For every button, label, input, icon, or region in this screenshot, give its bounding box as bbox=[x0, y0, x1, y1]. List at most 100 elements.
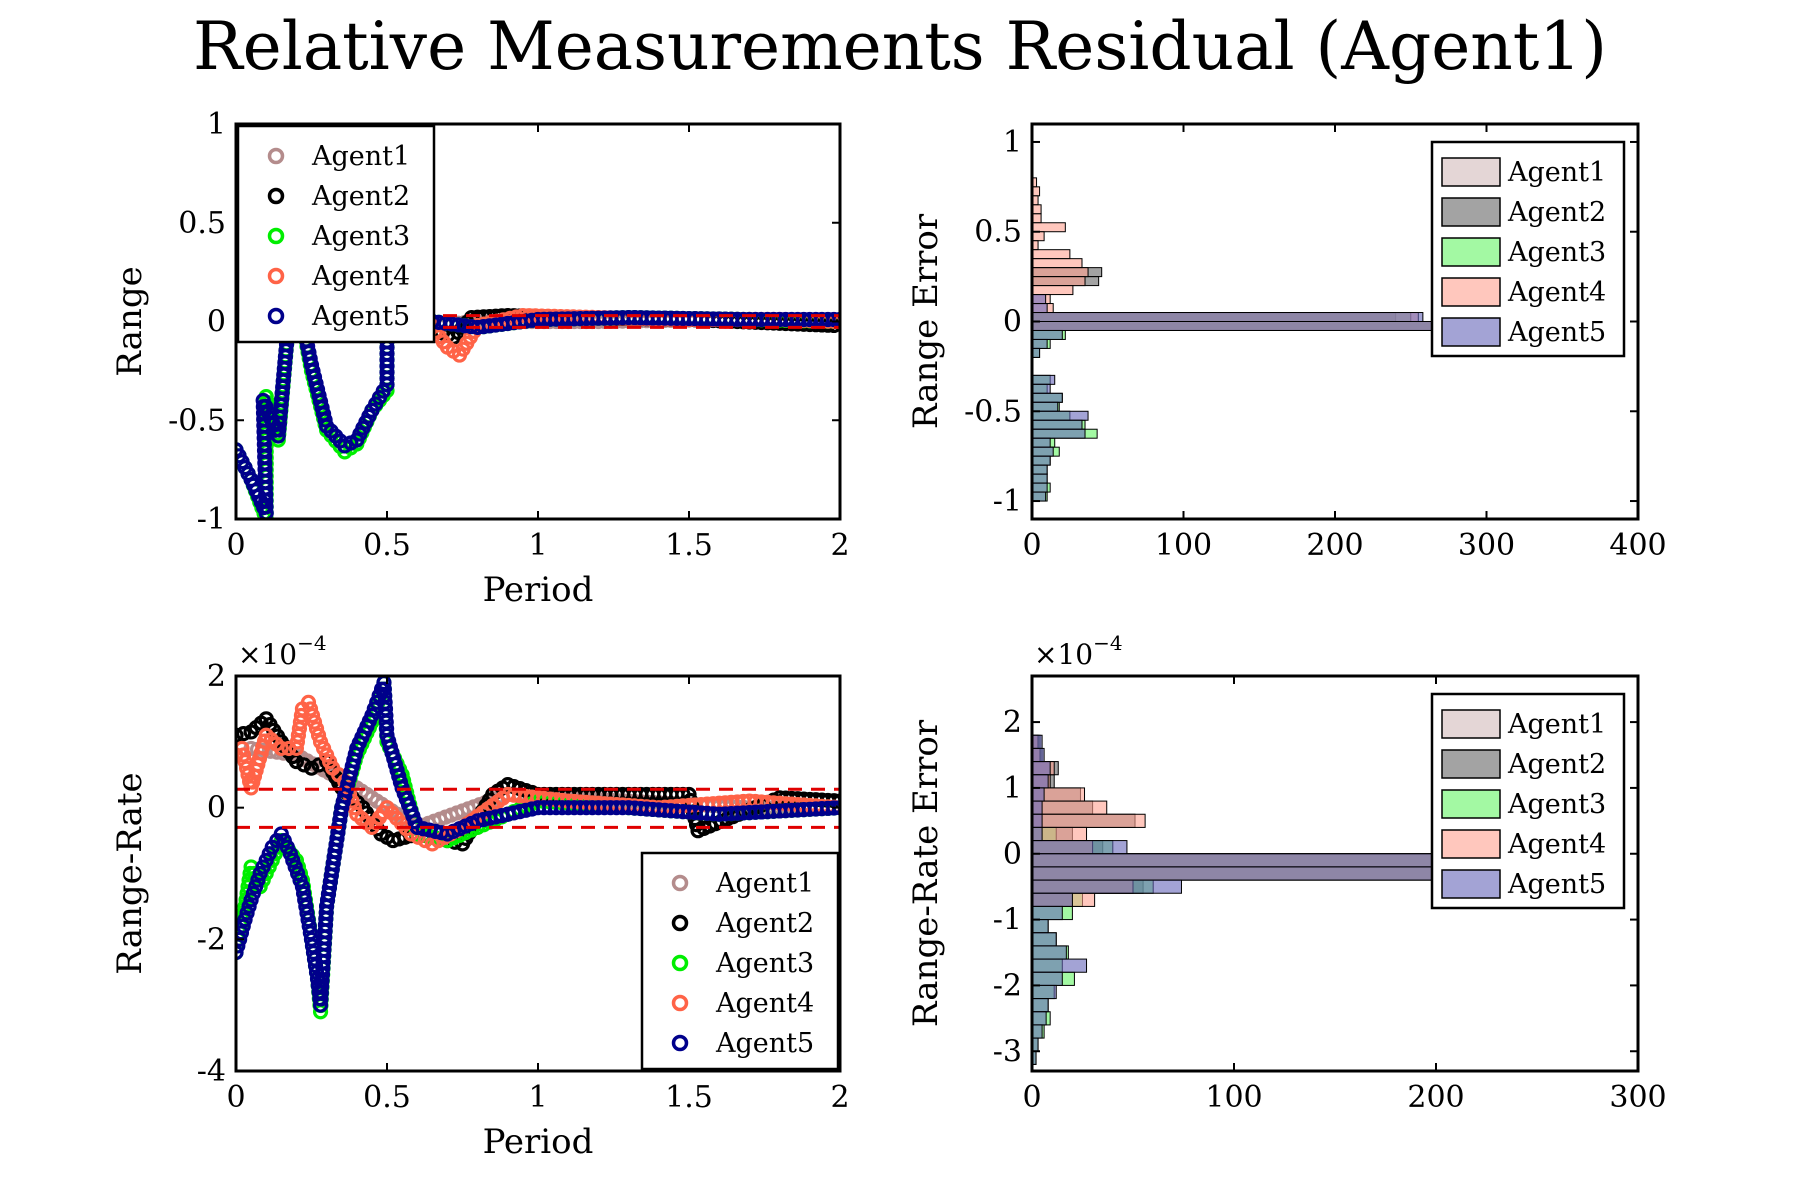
legend-label: Agent3 bbox=[1507, 237, 1606, 268]
x-tick-label: 0.5 bbox=[363, 1080, 411, 1115]
data-point bbox=[308, 721, 325, 737]
hist-bar-Agent5 bbox=[1032, 428, 1086, 439]
hist-bar-Agent5 bbox=[1032, 787, 1045, 802]
hist-bar-Agent5 bbox=[1032, 747, 1045, 763]
data-point bbox=[241, 898, 257, 915]
y-tick-label: -2 bbox=[993, 968, 1022, 1003]
hist-bar-Agent4 bbox=[1032, 276, 1086, 287]
hist-bar-Agent5 bbox=[1032, 401, 1059, 412]
exponent-base: ×10 bbox=[238, 638, 297, 671]
hist-bar-Agent5 bbox=[1032, 437, 1051, 448]
data-point bbox=[273, 740, 289, 757]
x-tick-label: 1 bbox=[528, 528, 547, 563]
bars-group bbox=[1032, 734, 1548, 1065]
y-tick-label: 1 bbox=[1003, 125, 1022, 160]
x-tick-label: 0 bbox=[1022, 1080, 1041, 1115]
x-tick-label: 1.5 bbox=[665, 1080, 713, 1115]
y-axis-label: Range Error bbox=[906, 213, 946, 429]
y-tick-label: -1 bbox=[993, 903, 1022, 938]
y-tick-label: -3 bbox=[993, 1034, 1022, 1069]
legend-marker bbox=[671, 954, 689, 972]
hist-bar-Agent5 bbox=[1032, 374, 1056, 385]
hist-bar-Agent5 bbox=[1032, 446, 1054, 457]
hist-bar-Agent4 bbox=[1032, 249, 1071, 260]
legend-label: Agent3 bbox=[715, 948, 814, 979]
legend-label: Agent4 bbox=[311, 261, 410, 292]
hist-bar-Agent5 bbox=[1032, 303, 1048, 314]
hist-bar-Agent4 bbox=[1032, 813, 1146, 828]
panel-rangerate-scatter: 0 0.5 1 1.5 2 -4 -2 0 2 Period Range-Rate ×10−4 Agen… bbox=[110, 631, 850, 1162]
legend-marker bbox=[671, 1034, 689, 1052]
hist-bar-Agent5 bbox=[1032, 932, 1057, 947]
legend-label: Agent1 bbox=[1507, 157, 1606, 188]
legend-label: Agent4 bbox=[715, 988, 814, 1019]
legend-label: Agent1 bbox=[311, 141, 410, 172]
y-tick-label: 1 bbox=[207, 107, 226, 142]
y-axis-label: Range-Rate bbox=[110, 772, 150, 974]
x-tick-label: 100 bbox=[1205, 1080, 1262, 1115]
hist-bar-Agent5 bbox=[1032, 338, 1048, 349]
legend-patch bbox=[1441, 709, 1501, 739]
legend-patch bbox=[1441, 197, 1501, 227]
y-tick-label: 2 bbox=[1003, 705, 1022, 740]
hist-bar-Agent5 bbox=[1032, 919, 1049, 934]
y-tick-label: 0 bbox=[1003, 837, 1022, 872]
x-tick-label: 300 bbox=[1458, 528, 1515, 563]
x-tick-label: 0 bbox=[226, 1080, 245, 1115]
data-point bbox=[236, 747, 252, 763]
hist-bar-Agent5 bbox=[1032, 419, 1083, 430]
legend-patch bbox=[1441, 157, 1501, 187]
hist-bar-Agent5 bbox=[1032, 761, 1051, 776]
x-tick-label: 0 bbox=[1022, 528, 1041, 563]
hist-bar-Agent5 bbox=[1032, 473, 1048, 484]
legend-patch bbox=[1441, 749, 1501, 779]
hist-bar-Agent4 bbox=[1032, 258, 1083, 269]
legend-marker bbox=[671, 874, 689, 892]
hist-bar-Agent4 bbox=[1032, 800, 1108, 815]
hist-bar-Agent5 bbox=[1032, 840, 1128, 855]
data-point bbox=[236, 726, 252, 742]
x-tick-label: 400 bbox=[1609, 528, 1666, 563]
y-tick-label: -0.5 bbox=[168, 403, 226, 438]
legend: Agent1 Agent2 Agent3 Agent4 Agent5 bbox=[640, 851, 840, 1071]
exponent-power: −4 bbox=[1093, 631, 1122, 655]
figure-title: Relative Measurements Residual (Agent1) bbox=[192, 8, 1608, 85]
hist-bar-Agent4 bbox=[1032, 231, 1045, 242]
legend: Agent1 Agent2 Agent3 Agent4 Agent5 bbox=[1430, 140, 1626, 358]
legend-marker bbox=[267, 227, 285, 245]
legend-label: Agent1 bbox=[1507, 709, 1606, 740]
y-tick-label: 0 bbox=[207, 791, 226, 826]
series-Agent5 bbox=[236, 676, 840, 1013]
hist-bar-Agent5 bbox=[1032, 392, 1063, 403]
legend-marker bbox=[267, 307, 285, 325]
legend-label: Agent3 bbox=[311, 221, 410, 252]
hist-bar-Agent5 bbox=[1032, 410, 1089, 421]
hist-bar-Agent5 bbox=[1032, 347, 1041, 358]
series-group bbox=[236, 676, 840, 1020]
y-tick-label: -1 bbox=[993, 484, 1022, 519]
hist-bar-Agent5 bbox=[1032, 879, 1182, 894]
x-tick-label: 2 bbox=[830, 528, 849, 563]
legend-patch bbox=[1441, 829, 1501, 859]
exponent-power: −4 bbox=[297, 631, 326, 655]
data-point bbox=[304, 707, 321, 724]
legend-label: Agent2 bbox=[311, 181, 410, 212]
data-point bbox=[296, 757, 312, 773]
y-tick-label: -2 bbox=[197, 922, 226, 957]
hist-bar-Agent5 bbox=[1032, 329, 1063, 340]
hist-bar-Agent5 bbox=[1032, 1011, 1047, 1026]
legend-label: Agent5 bbox=[1507, 869, 1606, 900]
y-tick-label: 0 bbox=[1003, 305, 1022, 340]
data-point bbox=[236, 931, 248, 947]
y-axis-label: Range bbox=[110, 266, 150, 376]
hist-bar-Agent5 bbox=[1032, 734, 1043, 749]
legend-patch bbox=[1441, 869, 1501, 899]
data-point bbox=[303, 760, 320, 776]
legend-marker bbox=[671, 994, 689, 1012]
hist-bar-Agent5 bbox=[1032, 294, 1047, 305]
x-tick-label: 1.5 bbox=[665, 528, 713, 563]
legend-marker bbox=[267, 187, 285, 205]
hist-bar-Agent5 bbox=[1032, 892, 1073, 907]
legend-label: Agent2 bbox=[1507, 197, 1606, 228]
